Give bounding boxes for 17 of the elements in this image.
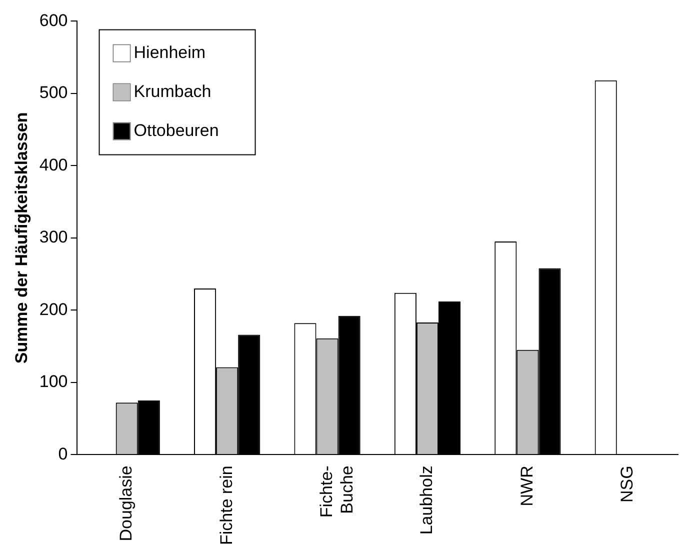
x-tick-label: Laubholz xyxy=(417,466,436,535)
x-tick-label: NSG xyxy=(618,466,637,502)
y-tick-label: 400 xyxy=(39,155,68,174)
x-tick-label: Fichte- Buche xyxy=(316,466,356,518)
legend-label: Ottobeuren xyxy=(134,120,219,140)
y-tick-label: 500 xyxy=(39,83,68,102)
legend-label: Hienheim xyxy=(134,42,206,62)
y-tick-label: 100 xyxy=(39,372,68,392)
y-tick-label: 300 xyxy=(39,228,68,247)
y-tick-label: 200 xyxy=(39,300,68,319)
x-tick-label: Fichte rein xyxy=(216,466,236,546)
x-tick-label: NWR xyxy=(517,466,536,506)
y-tick-label: 0 xyxy=(58,444,68,464)
y-axis-title: Summe der Häufigkeitsklassen xyxy=(12,112,31,364)
y-tick-label: 600 xyxy=(39,10,68,30)
legend-label: Krumbach xyxy=(134,82,212,101)
x-tick-label: Douglasie xyxy=(116,466,136,542)
